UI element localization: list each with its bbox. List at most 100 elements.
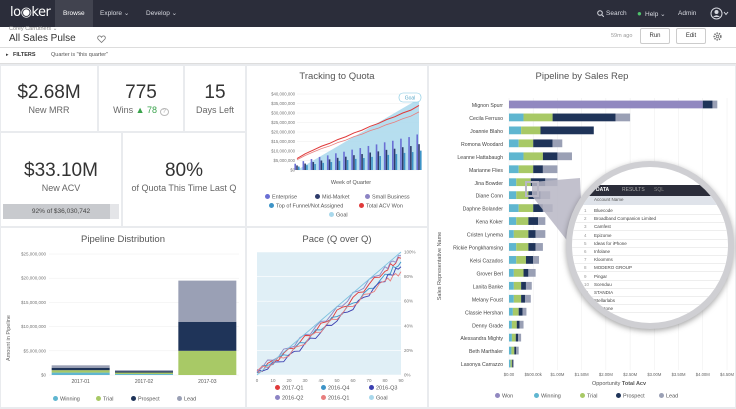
stacked-bar-segment [178, 280, 237, 322]
tab-sql[interactable]: SQL [654, 187, 665, 193]
tab-data[interactable]: DATA [596, 187, 610, 193]
tracking-bar [322, 162, 324, 170]
kpi-quota[interactable]: 80% of Quota This Time Last Q [123, 133, 245, 226]
x-tick-label: 80 [382, 378, 388, 383]
legend-2017-q1[interactable]: 2017-Q1 [275, 385, 303, 392]
stacked-bar-segment [115, 370, 173, 372]
legend-top-of-funnel[interactable]: Top of Funnel/Not Assigned [269, 203, 343, 210]
y-tick-label: $15,000,000 [271, 139, 296, 144]
legend-mid-market[interactable]: Mid-Market [315, 194, 350, 201]
magnifier-row[interactable]: 9 Pingar [572, 273, 728, 281]
legend-rep-trial[interactable]: Trial [580, 393, 598, 400]
looker-logo[interactable]: lo◉ker [10, 5, 51, 20]
x-tick-label: $2.00M [599, 372, 613, 377]
caret-right-icon[interactable]: ▸ [6, 52, 9, 58]
account-name-cell: MODERO GROUP [594, 265, 633, 271]
magnifier-row[interactable]: 1 Bluecode [572, 207, 728, 215]
stacked-bar-segment [51, 365, 110, 368]
row-number: 5 [584, 240, 587, 246]
pace-chart: 100% 80% 60% 40% 20% 0% 0 10 20 30 40 50 60 70 80 90 [256, 250, 416, 384]
nav-explore[interactable]: Explore ⌄ [100, 10, 130, 17]
legend-enterprise[interactable]: Enterprise [265, 194, 297, 201]
legend-2016-q3[interactable]: 2016-Q3 [369, 385, 397, 392]
tracking-bar [383, 142, 386, 170]
magnifier-row[interactable]: 6 Infolane [572, 248, 728, 256]
x-tick-label: $4.00M [696, 372, 710, 377]
tracking-to-quota-tile[interactable]: Tracking to Quota $40,000,000 $35,000,000… [247, 66, 427, 226]
legend-goal[interactable]: Goal [329, 212, 348, 219]
row-number: 7 [584, 257, 587, 263]
nav-develop[interactable]: Develop ⌄ [146, 10, 178, 17]
x-tick-label: $4.50M [720, 372, 734, 377]
kpi-label: New MRR [28, 105, 70, 115]
y-tick-label: $5,000,000 [23, 348, 46, 353]
search-link[interactable]: Search [606, 10, 627, 17]
magnifier-row[interactable]: 12 Stellarlabs [572, 297, 728, 306]
kpi-value: 80% [164, 160, 204, 181]
acv-progress-fill [3, 204, 110, 219]
magnifier-row[interactable]: 2 Broadband Companion Limited [572, 215, 728, 224]
filters-toggle[interactable]: FILTERS [13, 52, 36, 58]
rep-bar-segment [516, 217, 529, 225]
kpi-days-left[interactable]: 15 Days Left [185, 66, 245, 131]
kpi-wins[interactable]: 775 Wins ▲ 78 ? [99, 66, 183, 131]
pace-tile[interactable]: Pace (Q over Q) 100% 80% 60% 40% 20% 0% 0 10 20 3… [247, 228, 427, 407]
info-icon[interactable]: ? [159, 108, 169, 116]
nav-browse[interactable]: Browse [55, 0, 93, 27]
column-header[interactable]: Account Name [594, 197, 624, 202]
user-avatar-icon[interactable] [710, 7, 730, 20]
rep-bar-segment [524, 294, 531, 303]
edit-button[interactable]: Edit [676, 28, 706, 44]
legend-pace-goal[interactable]: Goal [369, 395, 388, 402]
legend-total-acv-won[interactable]: Total ACV Won [359, 203, 403, 210]
rep-name-label: Rickie Pongkhamsing [453, 246, 503, 252]
heart-icon[interactable] [97, 35, 106, 43]
magnifier-row[interactable]: 11 STANDIA [572, 289, 728, 297]
legend-lead[interactable]: Lead [177, 396, 196, 403]
gear-icon[interactable] [713, 32, 722, 41]
dashboard-header: Corey Carruthers ⌄ All Sales Pulse 59m a… [0, 26, 736, 48]
data-magnifier[interactable]: DATA RESULTS SQL Account Name 1 Bluecode 2… [566, 161, 734, 329]
magnifier-row[interactable]: 3 Camfest [572, 223, 728, 232]
run-button[interactable]: Run [640, 28, 670, 44]
stacked-bar-segment [51, 367, 110, 371]
kpi-new-mrr[interactable]: $2.68M New MRR [1, 66, 97, 131]
legend-2016-q1[interactable]: 2016-Q1 [321, 395, 349, 402]
magnifier-row[interactable]: 8 MODERO GROUP [572, 264, 728, 273]
account-name-cell: Ideas for iPhone [594, 240, 627, 246]
legend-2016-q4[interactable]: 2016-Q4 [321, 385, 349, 392]
tracking-bar [418, 144, 420, 170]
pipeline-distribution-tile[interactable]: Pipeline Distribution $25,000,000 $20,000… [1, 228, 245, 407]
magnifier-row[interactable]: 13 Sunstone [572, 305, 728, 314]
legend-small-business[interactable]: Small Business [365, 194, 410, 201]
filter-summary[interactable]: Quarter is "this quarter" [51, 52, 109, 58]
legend-won[interactable]: Won [495, 393, 513, 400]
tracking-bar [367, 145, 370, 170]
legend-winning[interactable]: Winning [53, 396, 80, 403]
rep-name-label: Beth Marthaler [469, 349, 503, 355]
rep-bar-segment [521, 294, 525, 303]
legend-2016-q2[interactable]: 2016-Q2 [275, 395, 303, 402]
kpi-new-acv[interactable]: $33.10M New ACV 92% of $36,030,742 [1, 133, 121, 226]
rep-bar-segment [552, 113, 616, 122]
magnifier-row[interactable]: 10 Scenduu [572, 281, 728, 289]
legend-prospect[interactable]: Prospect [131, 396, 160, 403]
rep-bar-segment [518, 333, 522, 342]
rep-bar-segment [521, 281, 526, 290]
legend-rep-lead[interactable]: Lead [659, 393, 678, 400]
magnifier-row[interactable]: 5 Ideas for iPhone [572, 240, 728, 248]
rep-bar-segment [523, 152, 543, 161]
tracking-bar [410, 146, 412, 170]
admin-link[interactable]: Admin [678, 10, 697, 17]
breadcrumb[interactable]: Corey Carruthers ⌄ [9, 26, 58, 32]
rep-bar-segment [516, 191, 529, 200]
legend-rep-winning[interactable]: Winning [534, 393, 561, 400]
magnifier-row[interactable]: 7 Kloomms [572, 256, 728, 265]
tab-results[interactable]: RESULTS [622, 187, 645, 193]
legend-rep-prospect[interactable]: Prospect [616, 393, 645, 400]
y-tick-label: 40% [404, 323, 413, 328]
help-menu[interactable]: Help ⌄ [645, 11, 666, 18]
legend-trial[interactable]: Trial [96, 396, 114, 403]
magnifier-row[interactable]: 4 Epizome [572, 232, 728, 240]
search-icon[interactable] [597, 10, 604, 17]
